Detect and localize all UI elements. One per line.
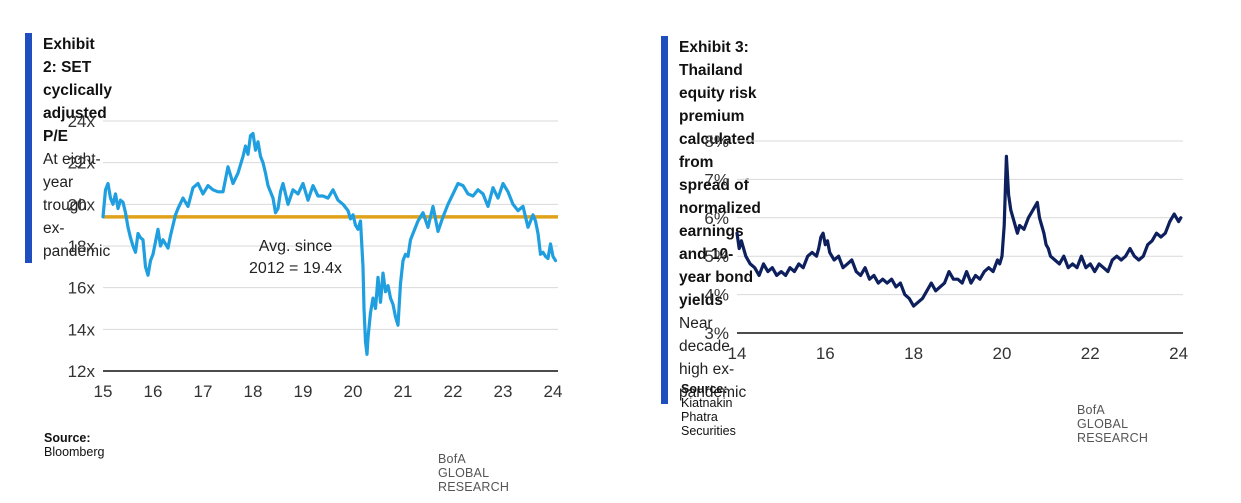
exhibit-3-source-text: Kiatnakin Phatra Securities (681, 396, 736, 438)
exhibit-3-x-tick-label: 18 (904, 344, 923, 363)
exhibit-3-y-tick-label: 3% (704, 324, 729, 343)
exhibit-2-average-label-line1: Avg. since (259, 238, 333, 255)
exhibit-3-y-tick-label: 5% (704, 247, 729, 266)
exhibit-2-y-tick-label: 24x (68, 112, 96, 131)
exhibit-2-y-tick-label: 12x (68, 362, 96, 381)
exhibit-3-source-label: Source: (681, 382, 728, 396)
exhibit-3-chart: 3% 4% 5% 6% 7% 8% 14 16 18 20 22 24 (704, 132, 1188, 363)
exhibit-2-x-tick-label: 17 (194, 382, 213, 401)
exhibit-2-x-tick-label: 18 (244, 382, 263, 401)
exhibit-2-footer: BofA GLOBAL RESEARCH (438, 452, 510, 494)
exhibit-3-series-line (735, 154, 1183, 308)
exhibit-2-title: Exhibit 2: SET cyclically adjusted P/E (43, 36, 112, 145)
exhibit-3-footer: BofA GLOBAL RESEARCH (1077, 403, 1149, 445)
exhibit-2-header: Exhibit 2: SET cyclically adjusted P/E A… (25, 33, 112, 263)
exhibit-2-x-tick-label: 15 (94, 382, 113, 401)
exhibit-2-x-tick-label: 20 (344, 382, 363, 401)
exhibit-3-x-tick-label: 24 (1169, 344, 1188, 363)
exhibit-2-x-tick-label: 22 (444, 382, 463, 401)
exhibit-3-source: Source: Kiatnakin Phatra Securities (681, 382, 736, 438)
exhibit-2-y-tick-label: 22x (68, 154, 96, 173)
exhibit-3-y-tick-label: 7% (704, 170, 729, 189)
exhibit-2-x-tick-label: 16 (144, 382, 163, 401)
exhibit-2-y-tick-label: 16x (68, 279, 96, 298)
exhibit-3-y-tick-label: 4% (704, 286, 729, 305)
exhibit-2-y-tick-label: 20x (68, 195, 96, 214)
exhibit-2-average-label-line2: 2012 = 19.4x (249, 260, 342, 277)
exhibit-3-title-line2: normalized earnings and 10-year bond yie… (679, 200, 761, 309)
exhibit-2-chart: 12x 14x 16x 18x 20x 22x 24x 15 16 17 18 19 20 21 22 23 2… (68, 112, 563, 401)
exhibit-3-x-tick-label: 14 (728, 344, 747, 363)
exhibit-3-x-tick-label: 16 (816, 344, 835, 363)
exhibit-2-source-label: Source: (44, 431, 91, 445)
exhibit-3-subtitle: Near decade high ex-pandemic (679, 315, 747, 401)
exhibit-2-x-tick-label: 19 (294, 382, 313, 401)
exhibit-3-x-tick-label: 22 (1081, 344, 1100, 363)
exhibit-3-y-tick-label: 6% (704, 209, 729, 228)
exhibit-2-y-tick-label: 14x (68, 320, 96, 339)
exhibit-2-subtitle: At eight-year trough ex-pandemic (43, 151, 111, 260)
exhibit-2-series-line (101, 131, 558, 356)
exhibit-2-source-text: Bloomberg (44, 445, 105, 459)
exhibit-2-x-tick-label: 21 (394, 382, 413, 401)
exhibit-2-x-tick-label: 24 (544, 382, 563, 401)
exhibit-3-header: Exhibit 3: Thailand equity risk premium … (661, 36, 761, 404)
exhibit-2-x-tick-label: 23 (494, 382, 513, 401)
exhibit-2-source: Source: Bloomberg (44, 431, 104, 459)
exhibit-3-y-tick-label: 8% (704, 132, 729, 151)
exhibit-2-y-tick-label: 18x (68, 237, 96, 256)
exhibit-3-x-tick-label: 20 (992, 344, 1011, 363)
exhibit-3-title-line1: Exhibit 3: Thailand equity risk premium … (679, 39, 757, 194)
